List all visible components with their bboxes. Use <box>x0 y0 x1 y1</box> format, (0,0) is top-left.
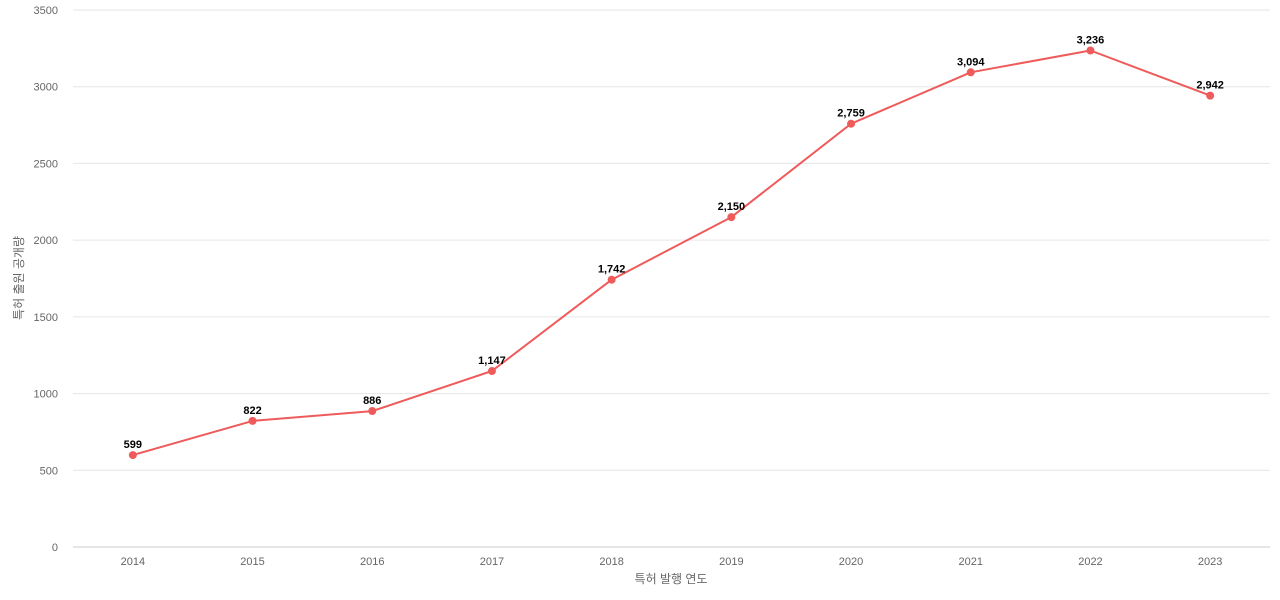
data-point[interactable] <box>727 213 736 222</box>
y-tick-label: 1000 <box>34 389 58 401</box>
data-label: 1,147 <box>478 355 506 367</box>
y-tick-label: 3500 <box>34 5 58 17</box>
grid-layer <box>73 9 1270 548</box>
x-tick-label: 2019 <box>719 556 743 568</box>
data-point[interactable] <box>487 367 496 376</box>
y-tick-label: 0 <box>52 542 58 554</box>
data-point[interactable] <box>847 119 856 128</box>
data-label: 2,942 <box>1196 80 1224 92</box>
y-tick-label: 1500 <box>34 312 58 324</box>
data-label: 3,094 <box>957 56 985 68</box>
x-tick-label: 2015 <box>240 556 264 568</box>
x-tick-label: 2023 <box>1198 556 1222 568</box>
data-label: 822 <box>243 405 261 417</box>
data-point[interactable] <box>248 416 257 425</box>
data-labels: 599 822 886 1,147 1,742 2,150 2,759 3,094 3,236 2… <box>124 35 1224 452</box>
data-point[interactable] <box>1206 91 1215 100</box>
y-tick-label: 500 <box>40 465 58 477</box>
data-point[interactable] <box>368 407 377 416</box>
data-label: 2,150 <box>718 201 746 213</box>
series-line <box>132 49 1211 457</box>
x-tick-label: 2014 <box>121 556 145 568</box>
x-tick-label: 2018 <box>599 556 623 568</box>
series-layer <box>128 46 1215 460</box>
y-axis-ticks: 0 500 1000 1500 2000 2500 3000 3500 <box>34 5 58 554</box>
x-tick-label: 2021 <box>959 556 983 568</box>
data-point[interactable] <box>128 451 137 460</box>
x-tick-label: 2016 <box>360 556 384 568</box>
data-point[interactable] <box>1086 46 1095 55</box>
data-point[interactable] <box>966 68 975 77</box>
x-tick-label: 2022 <box>1078 556 1102 568</box>
data-label: 2,759 <box>837 108 865 120</box>
data-point[interactable] <box>607 275 616 284</box>
data-label: 3,236 <box>1077 35 1105 47</box>
x-axis-title: 특허 발행 연도 <box>635 571 708 586</box>
y-tick-label: 2000 <box>34 235 58 247</box>
x-tick-label: 2020 <box>839 556 863 568</box>
y-axis-title: 특허 출원 공개량 <box>12 236 26 320</box>
data-label: 1,742 <box>598 264 626 276</box>
x-tick-label: 2017 <box>480 556 504 568</box>
x-axis-ticks: 2014 2015 2016 2017 2018 2019 2020 2021 2022 2023 <box>121 556 1223 568</box>
data-label: 599 <box>124 439 142 451</box>
data-label: 886 <box>363 395 381 407</box>
y-tick-label: 2500 <box>34 158 58 170</box>
y-tick-label: 3000 <box>34 82 58 94</box>
